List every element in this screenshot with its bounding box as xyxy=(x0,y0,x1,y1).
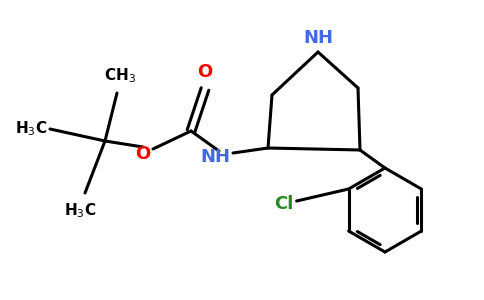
Text: O: O xyxy=(135,145,150,163)
Text: H$_3$C: H$_3$C xyxy=(15,120,47,138)
Text: CH$_3$: CH$_3$ xyxy=(104,66,136,85)
Text: O: O xyxy=(197,63,212,81)
Text: Cl: Cl xyxy=(274,195,294,213)
Text: H$_3$C: H$_3$C xyxy=(64,201,96,220)
Text: NH: NH xyxy=(200,148,230,166)
Text: NH: NH xyxy=(303,29,333,47)
